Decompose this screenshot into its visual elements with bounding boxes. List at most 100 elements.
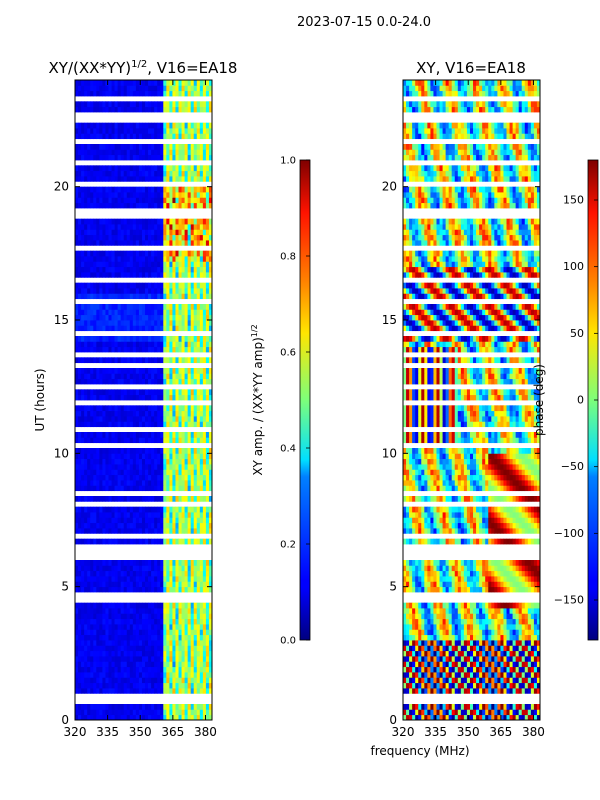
heat-cell	[193, 272, 198, 278]
heat-cell	[96, 677, 100, 684]
heat-cell	[533, 677, 538, 684]
heat-cell	[96, 320, 100, 326]
heat-cell	[129, 394, 134, 401]
heat-cell	[172, 682, 176, 689]
heat-cell	[90, 410, 94, 417]
heat-cell	[509, 634, 513, 641]
heat-cell	[129, 234, 134, 241]
heat-cell	[114, 506, 119, 513]
heat-cell	[75, 602, 79, 609]
heat-cell	[409, 624, 413, 630]
heat-cell	[111, 586, 115, 593]
heat-cell	[108, 640, 112, 646]
heat-cell	[208, 458, 212, 465]
heat-cell	[132, 522, 137, 529]
heat-cell	[190, 624, 195, 630]
heat-cell	[169, 421, 173, 428]
heat-cell	[172, 128, 176, 134]
heat-cell	[84, 266, 88, 273]
heat-cell	[172, 661, 176, 668]
heat-cell	[75, 106, 79, 113]
heat-cell	[114, 154, 119, 161]
heat-cell	[111, 378, 115, 385]
heat-cell	[196, 218, 201, 225]
heat-cell	[148, 346, 152, 353]
heat-cell	[151, 282, 155, 289]
heat-cell	[141, 410, 146, 417]
heat-cell	[187, 229, 192, 236]
heat-cell	[175, 186, 179, 193]
heat-cell	[96, 645, 100, 652]
heat-cell	[99, 85, 103, 92]
heat-cell	[187, 106, 192, 113]
heat-cell	[148, 512, 152, 518]
heat-cell	[530, 714, 535, 720]
heat-cell	[205, 144, 210, 150]
heat-cell	[178, 634, 182, 641]
heat-cell	[187, 453, 192, 460]
heat-cell	[160, 634, 164, 641]
heat-cell	[466, 704, 471, 710]
heat-cell	[129, 666, 134, 673]
heat-cell	[439, 714, 443, 720]
heat-cell	[208, 293, 212, 300]
heat-cell	[96, 528, 100, 534]
heat-cell	[126, 528, 131, 534]
heat-cell	[114, 421, 119, 428]
heat-cell	[75, 122, 79, 129]
heat-cell	[166, 496, 170, 502]
heat-cell	[108, 485, 112, 492]
heat-cell	[208, 469, 212, 476]
heat-cell	[111, 485, 115, 492]
heat-cell	[157, 576, 161, 582]
heat-cell	[93, 272, 97, 278]
heat-cell	[96, 106, 100, 113]
heat-cell	[190, 709, 195, 716]
heat-cell	[460, 688, 465, 694]
heat-cell	[96, 224, 100, 230]
heat-cell	[111, 394, 115, 401]
heat-cell	[111, 602, 115, 609]
heat-cell	[154, 682, 158, 689]
heat-cell	[169, 522, 173, 529]
heat-cell	[190, 192, 195, 198]
heat-cell	[154, 170, 158, 177]
heat-cell	[151, 576, 155, 582]
heat-cell	[208, 506, 212, 513]
heat-cell	[129, 154, 134, 161]
heat-cell	[102, 602, 106, 609]
heat-cell	[117, 661, 122, 668]
heat-cell	[169, 309, 173, 316]
heat-cell	[172, 640, 176, 646]
heat-cell	[460, 634, 465, 641]
heat-cell	[114, 458, 119, 465]
heat-cell	[163, 480, 167, 486]
heat-cell	[157, 266, 161, 273]
heat-cell	[172, 202, 176, 209]
heat-cell	[123, 560, 128, 566]
heat-cell	[172, 613, 176, 620]
heat-cell	[96, 624, 100, 630]
heat-cell	[93, 320, 97, 326]
heat-cell	[105, 709, 109, 716]
heat-cell	[90, 512, 94, 518]
heat-cell	[521, 704, 526, 710]
heat-cell	[102, 576, 106, 582]
heat-cell	[105, 640, 109, 646]
heat-cell	[160, 341, 164, 348]
heat-cell	[442, 672, 447, 678]
heat-cell	[178, 666, 182, 673]
heat-cell	[163, 485, 167, 492]
heat-cell	[524, 618, 529, 625]
heat-cell	[409, 618, 413, 625]
heat-cell	[141, 565, 146, 572]
heat-cell	[163, 528, 167, 534]
heat-cell	[521, 624, 526, 630]
heat-cell	[111, 629, 115, 636]
heat-cell	[181, 266, 185, 273]
heat-cell	[208, 613, 212, 620]
heat-cell	[433, 624, 437, 630]
heat-cell	[84, 656, 88, 662]
heat-cell	[99, 314, 103, 321]
heat-cell	[199, 560, 204, 566]
